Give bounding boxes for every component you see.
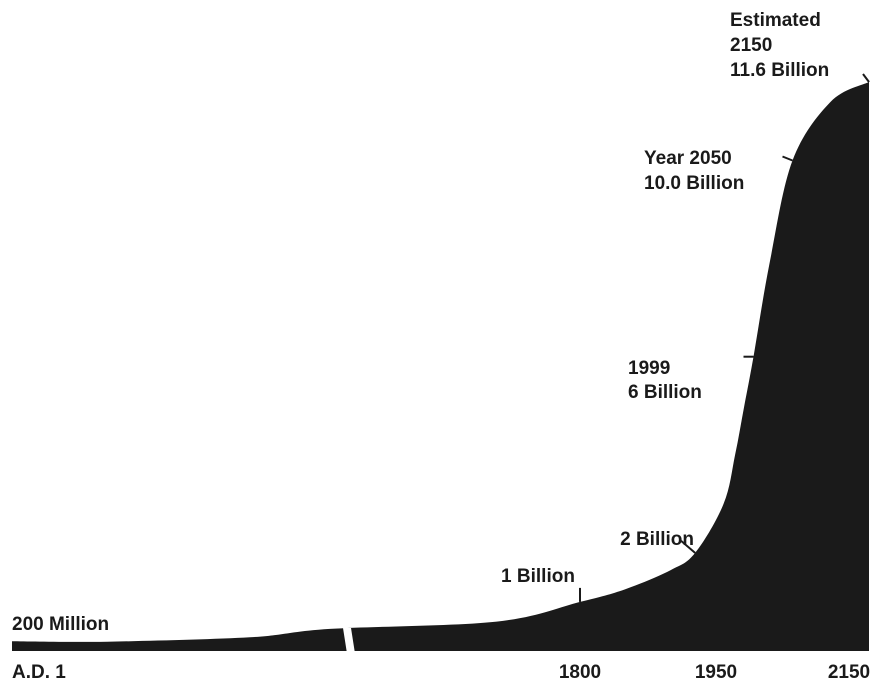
axis-break-mark bbox=[343, 628, 356, 660]
annotation-2050: Year 2050 10.0 Billion bbox=[644, 148, 744, 194]
annotation-2150-line-2: 2150 bbox=[730, 35, 772, 56]
annotation-2050-line-2: 10.0 Billion bbox=[644, 173, 744, 194]
leader-2-billion bbox=[680, 540, 696, 554]
annotation-leaders bbox=[579, 73, 870, 602]
annotation-2150-line-1: Estimated bbox=[730, 10, 821, 31]
annotation-2150: Estimated 2150 11.6 Billion bbox=[730, 10, 829, 81]
annotation-2-billion-line-1: 2 Billion bbox=[620, 529, 694, 550]
annotation-1-billion-line-1: 1 Billion bbox=[501, 566, 575, 587]
axis-break-gap bbox=[343, 628, 356, 660]
annotation-1999: 1999 6 Billion bbox=[628, 358, 702, 403]
x-tick-1950: 1950 bbox=[695, 662, 737, 683]
x-tick-1800: 1800 bbox=[559, 662, 601, 683]
x-tick-ad1: A.D. 1 bbox=[12, 662, 66, 683]
annotation-200-million-line-1: 200 Million bbox=[12, 614, 109, 635]
x-tick-2150: 2150 bbox=[828, 662, 870, 683]
annotation-2050-line-1: Year 2050 bbox=[644, 148, 732, 169]
population-area bbox=[12, 82, 869, 651]
annotation-2-billion: 2 Billion bbox=[620, 529, 694, 550]
annotation-1999-line-1: 1999 bbox=[628, 358, 670, 379]
annotation-1999-line-2: 6 Billion bbox=[628, 382, 702, 403]
annotation-1-billion: 1 Billion bbox=[501, 566, 575, 587]
leader-2150 bbox=[862, 73, 870, 83]
annotation-2150-line-3: 11.6 Billion bbox=[730, 60, 829, 81]
leader-2050 bbox=[782, 155, 793, 162]
annotation-200-million: 200 Million bbox=[12, 614, 109, 635]
